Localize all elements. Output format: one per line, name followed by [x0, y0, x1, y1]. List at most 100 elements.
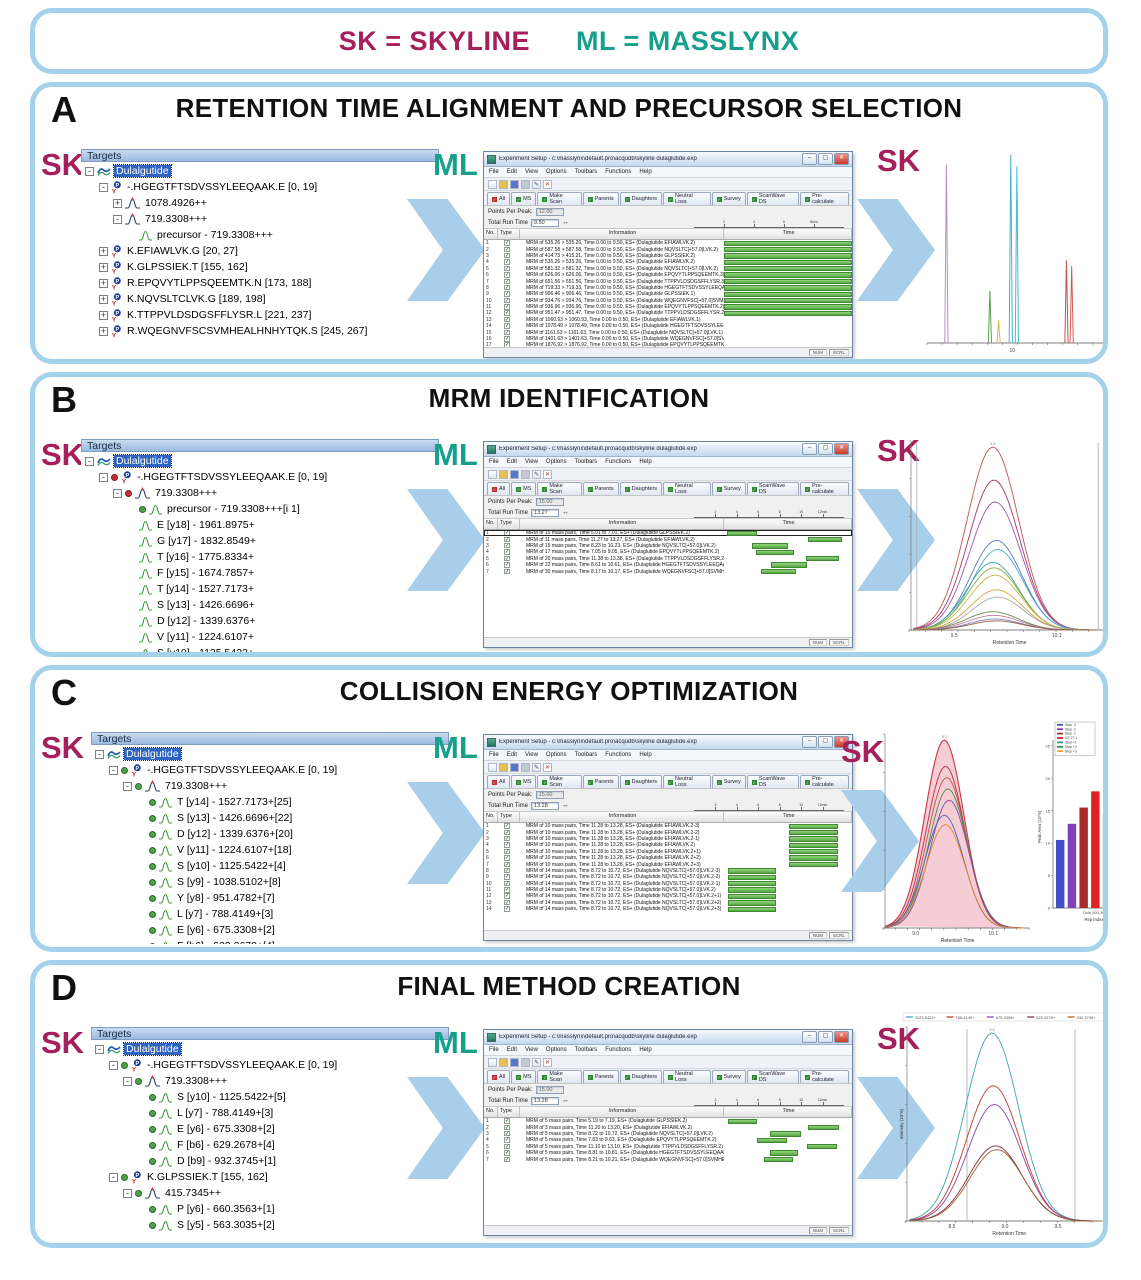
tab-pre-calculate[interactable]: ✓ Pre-calculate	[800, 1070, 849, 1083]
menu-item[interactable]: File	[489, 1047, 499, 1053]
menu-item[interactable]: Options	[545, 1047, 567, 1053]
mrm-row[interactable]: 13 ✓ MRM of 1060.93 > 1060.93, Time 0.00 t…	[484, 316, 852, 323]
tab-parents[interactable]: ✓ Parents	[582, 775, 619, 788]
tree-item[interactable]: - Dulalgutide	[81, 453, 439, 469]
save-tool-button[interactable]	[510, 179, 519, 189]
tree-item[interactable]: +F [b6] - 629.2678+[4]	[91, 938, 449, 944]
tree-item[interactable]: +F [y15] - 1674.7857+	[81, 565, 439, 581]
tab-survey[interactable]: ✓ Survey	[711, 192, 746, 205]
close-button[interactable]: ✕	[834, 736, 849, 748]
tree-item[interactable]: - P Y -.HGEGTFTSDVSSYLEEQAAK.E [0, 19]	[91, 762, 449, 778]
collapse-icon[interactable]: -	[109, 1060, 118, 1070]
tree-item[interactable]: +V [y11] - 1224.6107+	[81, 629, 439, 645]
minimize-button[interactable]: –	[802, 153, 817, 165]
tab-all[interactable]: ✓ All	[487, 482, 511, 495]
points-per-peak-field[interactable]: 15.00	[535, 790, 564, 799]
mrm-row[interactable]: 2 ✓ MRM of 587.58 > 587.58, Time 0.00 to 9…	[484, 246, 852, 253]
tree-item[interactable]: +P [y6] - 660.3563+[1]	[91, 1201, 449, 1217]
time-range-bar[interactable]	[724, 259, 852, 266]
menu-item[interactable]: File	[489, 459, 499, 465]
tab-make-scan[interactable]: ✓ Make Scan	[537, 775, 582, 788]
tree-item[interactable]: - Dulalgutide	[91, 746, 449, 762]
tree-item[interactable]: +L [y7] - 788.4149+[3]	[91, 906, 449, 922]
tab-daughters[interactable]: ✓ Daughters	[619, 775, 663, 788]
time-range-bar[interactable]	[724, 272, 852, 278]
mrm-row[interactable]: 8 ✓ MRM of 719.33 > 719.33, Time 0.00 to 9…	[484, 284, 852, 291]
time-range-bar[interactable]	[724, 240, 852, 246]
tree-item[interactable]: +S [y13] - 1426.6696+[22]	[91, 810, 449, 826]
open-tool-button[interactable]	[499, 179, 508, 189]
tree-item[interactable]: +1078.4926++	[81, 195, 439, 211]
tab-ms[interactable]: ✓ MS	[511, 775, 537, 788]
tab-all[interactable]: ✓ All	[487, 775, 511, 788]
tab-pre-calculate[interactable]: ✓ Pre-calculate	[800, 192, 849, 205]
mrm-row[interactable]: 8 ✓ MRM of 14 mass pairs, Time 8.72 to 10.…	[484, 867, 852, 874]
mrm-row[interactable]: 9 ✓ MRM of 906.46 > 906.46, Time 0.00 to 9…	[484, 291, 852, 297]
mrm-row[interactable]: 5 ✓ MRM of 20 mass pairs, Time 11.38 to 13…	[484, 555, 852, 562]
mrm-row[interactable]: 6 ✓ MRM of 22 mass pairs, Time 8.61 to 10.…	[484, 562, 852, 568]
menu-item[interactable]: Toolbars	[574, 1047, 598, 1053]
tree-item[interactable]: - Dulalgutide	[91, 1041, 449, 1057]
open-tool-button[interactable]	[499, 469, 508, 479]
new-tool-button[interactable]	[488, 469, 497, 479]
tree-item[interactable]: +S [y13] - 1426.6696+	[81, 597, 439, 613]
menu-item[interactable]: View	[525, 169, 538, 175]
mrm-row[interactable]: 12 ✓ MRM of 951.47 > 951.47, Time 0.00 to …	[484, 310, 852, 316]
menu-item[interactable]: Functions	[605, 459, 632, 465]
time-range-bar[interactable]	[771, 562, 808, 568]
menu-item[interactable]: View	[525, 752, 538, 758]
time-range-bar[interactable]	[724, 285, 852, 291]
new-tool-button[interactable]	[488, 179, 497, 189]
tree-item[interactable]: - P Y -.HGEGTFTSDVSSYLEEQAAK.E [0, 19]	[91, 1057, 449, 1073]
tree-item[interactable]: - P Y -.HGEGTFTSDVSSYLEEQAAK.E [0, 19]	[81, 469, 439, 485]
mrm-row[interactable]: 14 ✓ MRM of 1078.49 > 1078.49, Time 0.00 t…	[484, 323, 852, 329]
tab-neutral-loss[interactable]: ✓ Neutral Loss	[663, 482, 711, 495]
tree-item[interactable]: +D [y12] - 1339.6376+	[81, 613, 439, 629]
tab-ms[interactable]: ✓ MS	[511, 482, 537, 495]
save-tool-button[interactable]	[510, 1057, 519, 1067]
mrm-row[interactable]: 4 ✓ MRM of 5 mass pairs, Time 7.63 to 9.63…	[484, 1137, 852, 1143]
collapse-icon[interactable]: -	[95, 1044, 104, 1054]
time-range-bar[interactable]	[726, 530, 758, 536]
delete-tool-button[interactable]: ✕	[543, 762, 552, 772]
menu-item[interactable]: Edit	[506, 1047, 518, 1053]
time-range-bar[interactable]	[724, 266, 852, 272]
time-range-bar[interactable]	[724, 310, 852, 317]
tab-ms[interactable]: ✓ MS	[511, 1070, 537, 1083]
tree-item[interactable]: + P Y K.TTPPVLDSDGSFFLYSR.L [221, 237]	[81, 307, 439, 323]
collapse-icon[interactable]: -	[85, 166, 94, 176]
tree-item[interactable]: +E [y18] - 1961.8975+	[81, 517, 439, 533]
edit-tool-button[interactable]: ✎	[532, 469, 541, 479]
tab-daughters[interactable]: ✓ Daughters	[619, 482, 663, 495]
tree-item[interactable]: +S [y10] - 1125.5422+	[81, 645, 439, 652]
menu-item[interactable]: Functions	[605, 169, 632, 175]
maximize-button[interactable]: ▢	[818, 736, 833, 748]
time-range-bar[interactable]	[727, 868, 777, 874]
tab-neutral-loss[interactable]: ✓ Neutral Loss	[663, 775, 711, 788]
tree-item[interactable]: +T [y14] - 1527.7173+[25]	[91, 794, 449, 810]
tree-item[interactable]: - P Y -.HGEGTFTSDVSSYLEEQAAK.E [0, 19]	[81, 179, 439, 195]
menu-item[interactable]: Toolbars	[574, 169, 598, 175]
time-range-bar[interactable]	[761, 568, 796, 575]
menu-item[interactable]: Toolbars	[574, 752, 598, 758]
save-tool-button[interactable]	[510, 469, 519, 479]
expand-icon[interactable]: +	[113, 197, 122, 208]
tree-item[interactable]: +S [y10] - 1125.5422+[4]	[91, 858, 449, 874]
tree-item[interactable]: +S [y9] - 1038.5102+[8]	[91, 874, 449, 890]
edit-tool-button[interactable]: ✎	[532, 179, 541, 189]
time-range-bar[interactable]	[757, 1137, 787, 1144]
mrm-row[interactable]: 14 ✓ MRM of 14 mass pairs, Time 8.72 to 10…	[484, 906, 852, 912]
tree-item[interactable]: +D [b9] - 932.3745+[1]	[91, 1153, 449, 1169]
close-button[interactable]: ✕	[834, 153, 849, 165]
tab-pre-calculate[interactable]: ✓ Pre-calculate	[800, 775, 849, 788]
mrm-row[interactable]: 2 ✓ MRM of 3 mass pairs, Time 11.20 to 13.…	[484, 1124, 852, 1131]
time-range-bar[interactable]	[789, 829, 838, 836]
mrm-row[interactable]: 15 ✓ MRM of 1161.63 > 1161.63, Time 0.00 t…	[484, 329, 852, 336]
mrm-row[interactable]: 4 ✓ MRM of 17 mass pairs, Time 7.05 to 9.0…	[484, 549, 852, 555]
tab-make-scan[interactable]: ✓ Make Scan	[537, 1070, 582, 1083]
mrm-row[interactable]: 16 ✓ MRM of 1401.63 > 1401.63, Time 0.00 t…	[484, 336, 852, 342]
tab-all[interactable]: ✓ All	[487, 192, 511, 205]
menu-item[interactable]: Help	[639, 169, 652, 175]
print-tool-button[interactable]	[521, 762, 530, 772]
mrm-row[interactable]: 3 ✓ MRM of 15 mass pairs, Time 8.23 to 10.…	[484, 542, 852, 549]
